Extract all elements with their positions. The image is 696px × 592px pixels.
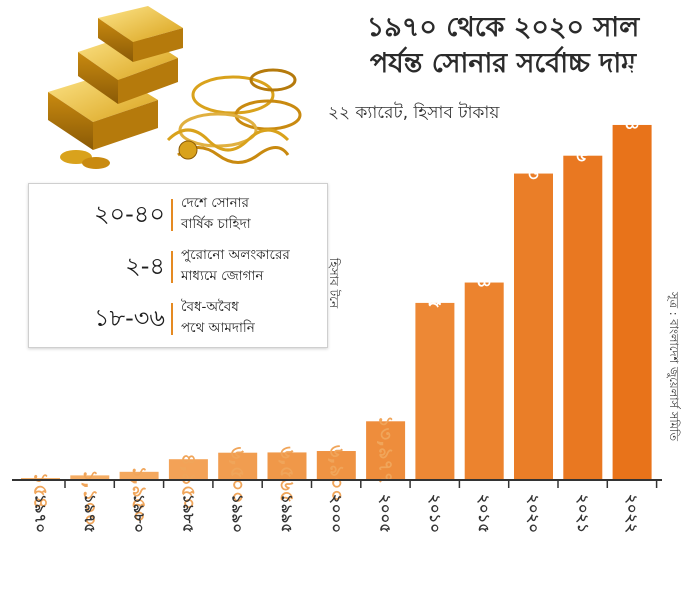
info-description: বৈধ-অবৈধ পথে আমদানি — [181, 297, 331, 339]
gold-bars-icon — [48, 6, 183, 169]
bar-9 — [464, 282, 504, 480]
x-tick-label-10: ২০২০ — [525, 494, 543, 533]
page-title: ১৯৭০ থেকে ২০২০ সাল পর্যন্ত সোনার সর্বোচ্… — [328, 10, 678, 82]
bar-2 — [119, 471, 159, 480]
bar-11 — [563, 155, 603, 480]
info-divider — [171, 251, 173, 283]
bar-8 — [415, 302, 455, 480]
x-tick-label-1: ১৯৭৫ — [81, 494, 99, 533]
info-row-demand: ২০-৪০ দেশে সোনার বার্ষিক চাহিদা — [29, 189, 327, 241]
info-desc-line: পুরোনো অলংকারের — [181, 247, 290, 263]
info-divider — [171, 199, 173, 231]
subtitle: ২২ ক্যারেট, হিসাব টাকায় — [328, 103, 500, 123]
x-tick-label-8: ২০১০ — [426, 494, 444, 533]
bar-value-label-8: ৪২,১৬৫ — [424, 240, 446, 309]
bar-value-label-9: ৪৭,০১৪ — [473, 220, 495, 289]
info-desc-line: বার্ষিক চাহিদা — [181, 216, 251, 232]
info-description: দেশে সোনার বার্ষিক চাহিদা — [181, 193, 331, 235]
bar-value-label-3: ৪,৯৫০ — [177, 453, 199, 510]
bar-10 — [514, 173, 553, 480]
info-box: ২০-৪০ দেশে সোনার বার্ষিক চাহিদা ২-৪ পুরো… — [28, 183, 328, 348]
bar-value-label-6: ৬,৯০০ — [325, 445, 347, 502]
gold-art — [48, 6, 302, 169]
x-tick-label-11: ২০২১ — [574, 494, 592, 533]
info-description: পুরোনো অলংকারের মাধ্যমে জোগান — [181, 245, 331, 287]
x-tick-label-3: ১৯৮৫ — [179, 494, 197, 533]
info-desc-line: দেশে সোনার — [181, 195, 249, 211]
x-tick-label-0: ১৯৭০ — [32, 494, 50, 533]
info-desc-line: মাধ্যমে জোগান — [181, 268, 264, 284]
bar-value-label-10: ৭২,৯৬৩ — [523, 111, 545, 180]
bar-7 — [366, 421, 406, 480]
gold-jewelry-icon — [166, 68, 302, 164]
bar-value-label-4: ৬,৫০০ — [227, 447, 249, 504]
title-line-2: পর্যন্ত সোনার সর্বোচ্চ দাম — [369, 48, 637, 79]
x-tick-label-4: ১৯৯০ — [229, 494, 247, 533]
x-tick-label-5: ১৯৯৫ — [278, 494, 296, 533]
bar-1 — [70, 475, 110, 480]
info-value: ১৮-৩৬ — [93, 304, 165, 332]
x-tick-label-7: ২০০৫ — [377, 494, 395, 533]
bar-value-label-5: ৬,৫৬৫ — [276, 446, 298, 503]
x-tick-label-2: ১৯৮০ — [130, 494, 148, 533]
info-desc-line: পথে আমদানি — [181, 320, 255, 336]
bar-12 — [612, 124, 652, 480]
info-desc-line: বৈধ-অবৈধ — [181, 299, 239, 315]
x-tick-label-9: ২০১৫ — [475, 494, 493, 533]
info-row-import: ১৮-৩৬ বৈধ-অবৈধ পথে আমদানি — [29, 293, 327, 345]
title-line-1: ১৯৭০ থেকে ২০২০ সাল — [366, 12, 640, 43]
bar-value-label-1: ১,১০০ — [79, 469, 101, 526]
info-value: ২-৪ — [125, 252, 165, 280]
bar-5 — [267, 452, 307, 480]
bar-value-label-0: ১৫৪ — [30, 472, 52, 509]
bar-3 — [168, 459, 208, 480]
info-value: ২০-৪০ — [93, 200, 165, 228]
bar-4 — [218, 452, 258, 480]
x-tick-label-6: ২০০০ — [327, 494, 345, 533]
info-unit-label: হিসাব টনে — [327, 258, 341, 309]
bar-6 — [316, 451, 356, 480]
info-row-recycled: ২-৪ পুরোনো অলংকারের মাধ্যমে জোগান — [29, 241, 327, 293]
bar-value-label-11: ৭৭,২১৬ — [572, 93, 594, 163]
info-divider — [171, 303, 173, 335]
x-tick-label-12: ২০২২ — [623, 494, 641, 533]
bar-value-label-12: ৮৪,৫৩৪ — [621, 61, 643, 131]
source-credit: সূত্র : বাংলাদেশ জুয়েলার্স সমিতি — [667, 292, 681, 441]
bar-value-label-7: ১৩,৯৭৭ — [375, 415, 397, 484]
